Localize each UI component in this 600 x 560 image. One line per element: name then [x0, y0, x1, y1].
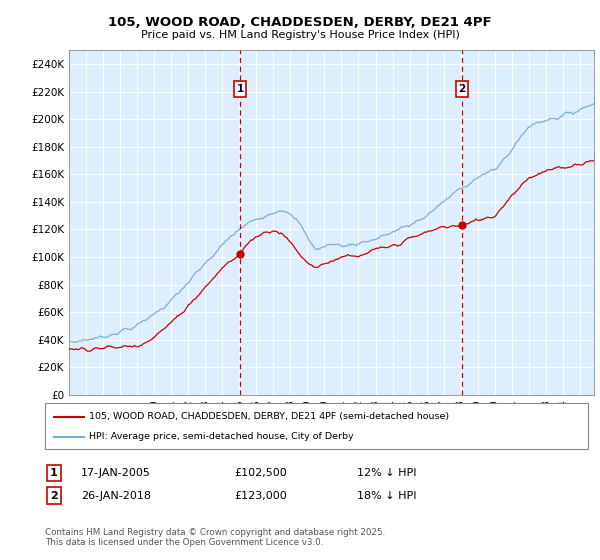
Text: 17-JAN-2005: 17-JAN-2005	[81, 468, 151, 478]
Text: 18% ↓ HPI: 18% ↓ HPI	[357, 491, 416, 501]
Text: 26-JAN-2018: 26-JAN-2018	[81, 491, 151, 501]
Text: 1: 1	[50, 468, 58, 478]
Text: 2: 2	[50, 491, 58, 501]
Text: £123,000: £123,000	[234, 491, 287, 501]
Text: Price paid vs. HM Land Registry's House Price Index (HPI): Price paid vs. HM Land Registry's House …	[140, 30, 460, 40]
Text: Contains HM Land Registry data © Crown copyright and database right 2025.
This d: Contains HM Land Registry data © Crown c…	[45, 528, 385, 547]
Text: 1: 1	[236, 84, 244, 94]
Text: 105, WOOD ROAD, CHADDESDEN, DERBY, DE21 4PF (semi-detached house): 105, WOOD ROAD, CHADDESDEN, DERBY, DE21 …	[89, 412, 449, 421]
Text: £102,500: £102,500	[234, 468, 287, 478]
Text: 105, WOOD ROAD, CHADDESDEN, DERBY, DE21 4PF: 105, WOOD ROAD, CHADDESDEN, DERBY, DE21 …	[108, 16, 492, 29]
Text: 2: 2	[458, 84, 466, 94]
Text: 12% ↓ HPI: 12% ↓ HPI	[357, 468, 416, 478]
Text: HPI: Average price, semi-detached house, City of Derby: HPI: Average price, semi-detached house,…	[89, 432, 353, 441]
